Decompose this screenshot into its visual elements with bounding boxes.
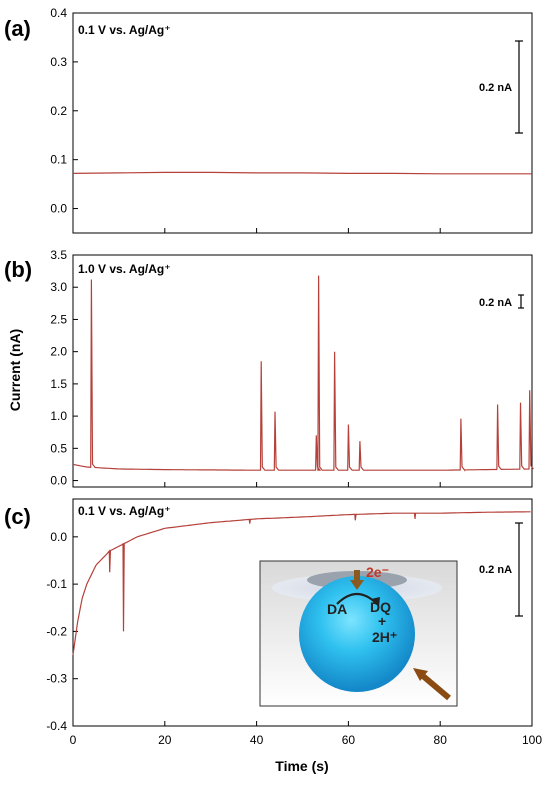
plus-label: + <box>378 613 386 629</box>
series-line-b <box>72 275 534 472</box>
x-axis-label: Time (s) <box>275 758 328 774</box>
y-ticks-b: 0.0 0.5 1.0 1.5 2.0 2.5 3.0 3.5 <box>50 248 533 488</box>
panel-b: 0.0 0.5 1.0 1.5 2.0 2.5 3.0 3.5 (b) 1.0 V vs. A… <box>4 248 534 488</box>
y-tick-label-a: 0.1 <box>50 153 67 167</box>
y-tick-label-b: 0.0 <box>50 474 67 488</box>
scale-bar-a: 0.2 nA <box>479 40 523 134</box>
panel-label-a: (a) <box>4 16 31 41</box>
y-tick-label-c: -0.3 <box>46 672 67 686</box>
plot-frame-c <box>72 498 533 727</box>
reactant-label: DA <box>327 601 347 617</box>
condition-annotation-b: 1.0 V vs. Ag/Ag⁺ <box>78 262 171 276</box>
x-ticks-c: 0 20 40 60 80 100 <box>70 733 543 747</box>
y-tick-label-b: 1.5 <box>50 377 67 391</box>
y-tick-label-b: 2.5 <box>50 312 67 326</box>
panel-a: 0.0 0.1 0.2 0.3 0.4 (a) 0.1 V vs. Ag/Ag⁺ 0.2… <box>4 6 533 234</box>
panel-c: -0.4 -0.3 -0.2 -0.1 0.0 0 20 40 60 80 100 (c) 0.1… <box>4 498 543 747</box>
y-tick-label-b: 2.0 <box>50 345 67 359</box>
panel-label-c: (c) <box>4 504 31 529</box>
series-line-a <box>72 171 532 175</box>
y-tick-label-a: 0.2 <box>50 104 67 118</box>
x-tick-label: 40 <box>250 733 264 747</box>
x-tick-label: 80 <box>434 733 448 747</box>
series-line-c <box>72 511 531 656</box>
y-tick-label-b: 1.0 <box>50 409 67 423</box>
scale-bar-c: 0.2 nA <box>479 522 523 617</box>
panel-label-b: (b) <box>4 257 32 282</box>
y-ticks-c: -0.4 -0.3 -0.2 -0.1 0.0 <box>46 530 533 733</box>
y-tick-label-c: -0.2 <box>46 624 67 638</box>
y-tick-label-b: 0.5 <box>50 441 67 455</box>
x-tick-label: 100 <box>522 733 542 747</box>
y-tick-label-c: 0.0 <box>50 530 67 544</box>
scale-bar-b: 0.2 nA <box>479 294 524 309</box>
y-ticks-a: 0.0 0.1 0.2 0.3 0.4 <box>50 6 533 233</box>
y-tick-label-b: 3.0 <box>50 280 67 294</box>
condition-annotation-c: 0.1 V vs. Ag/Ag⁺ <box>78 504 171 518</box>
y-tick-label-a: 0.4 <box>50 6 67 20</box>
plot-frame-a <box>72 12 533 234</box>
y-tick-label-c: -0.4 <box>46 719 67 733</box>
electron-label: 2e⁻ <box>366 564 389 580</box>
y-tick-label-c: -0.1 <box>46 577 67 591</box>
scale-bar-label-b: 0.2 nA <box>479 297 512 309</box>
scale-bar-label-a: 0.2 nA <box>479 82 512 94</box>
proton-label: 2H⁺ <box>372 629 397 645</box>
incident-arrow-icon <box>413 668 451 701</box>
product-label: DQ <box>370 599 391 615</box>
x-tick-label: 20 <box>158 733 172 747</box>
condition-annotation-a: 0.1 V vs. Ag/Ag⁺ <box>78 23 171 37</box>
nanoparticle-sphere <box>299 576 415 692</box>
electrode-contact <box>354 570 360 581</box>
x-tick-label: 60 <box>342 733 356 747</box>
y-tick-label-a: 0.0 <box>50 202 67 216</box>
scale-bar-label-c: 0.2 nA <box>479 564 512 576</box>
y-tick-label-b: 3.5 <box>50 248 67 262</box>
x-tick-label: 0 <box>70 733 77 747</box>
electron-arrowhead <box>371 597 380 607</box>
y-tick-label-a: 0.3 <box>50 55 67 69</box>
electron-down-arrow <box>350 580 364 590</box>
y-axis-label: Current (nA) <box>7 329 23 411</box>
plot-frame-b <box>72 254 533 488</box>
inset-schematic: 2e⁻ DA DQ + 2H⁺ <box>259 560 458 707</box>
